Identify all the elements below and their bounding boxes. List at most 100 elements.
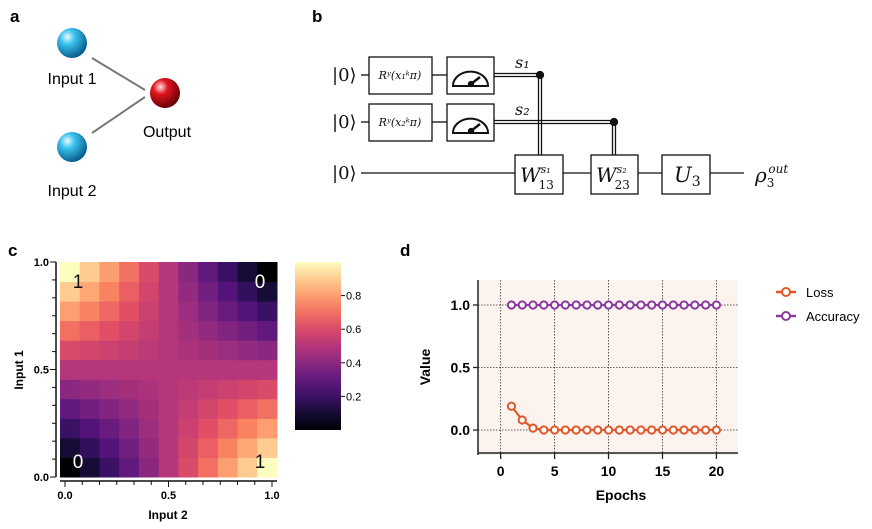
heatmap-cell xyxy=(198,398,219,419)
heatmap-cell xyxy=(178,262,199,283)
colorbar xyxy=(295,262,341,430)
heatmap-cell xyxy=(60,398,81,419)
heatmap-cell xyxy=(217,437,239,458)
data-point-loss xyxy=(593,425,603,435)
heatmap-cell xyxy=(79,320,100,341)
heatmap-cell xyxy=(99,281,120,302)
data-point-loss xyxy=(517,415,527,425)
heatmap-cell xyxy=(178,379,199,400)
heatmap-cell xyxy=(198,379,219,400)
legend-marker-accuracy xyxy=(781,311,791,321)
heatmap-cell xyxy=(99,359,120,380)
heatmap-cell xyxy=(79,359,100,380)
heatmap-cell xyxy=(99,418,120,439)
output-node xyxy=(150,78,180,108)
heatmap-cell xyxy=(79,457,100,478)
heatmap-cell xyxy=(99,398,120,419)
data-point-loss xyxy=(506,401,517,411)
heatmap-cell xyxy=(217,457,239,478)
heatmap-cell xyxy=(257,359,278,380)
heatmap-cell xyxy=(119,359,140,380)
heatmap-y-tick-label: 1.0 xyxy=(34,257,49,269)
heatmap-cell xyxy=(60,320,81,341)
heatmap-axes: 0.0 0.5 1.0 0.0 0.5 1.0 xyxy=(34,257,280,502)
heatmap-cell xyxy=(257,398,278,419)
heatmap-cell xyxy=(60,340,81,361)
data-point-loss xyxy=(668,425,678,435)
heatmap-cell xyxy=(119,281,140,302)
heatmap-cell xyxy=(99,301,120,322)
network-diagram: Input 1 Input 2 Output xyxy=(48,28,192,200)
heatmap-cell xyxy=(79,340,100,361)
data-point-accuracy xyxy=(539,300,549,310)
input1-label: Input 1 xyxy=(48,71,97,88)
heatmap-cell xyxy=(178,457,199,478)
heatmap-cell xyxy=(79,418,100,439)
heatmap-cell xyxy=(178,281,199,302)
y-tick-label: 0.0 xyxy=(451,422,471,438)
data-point-loss xyxy=(539,425,549,435)
heatmap-cell xyxy=(138,398,160,419)
control-dot-s2 xyxy=(609,117,619,127)
heatmap-cell xyxy=(60,281,81,302)
heatmap-cell xyxy=(60,262,81,283)
heatmap-y-tick-label: 0.0 xyxy=(34,472,49,484)
data-point-loss xyxy=(636,425,646,435)
data-point-accuracy xyxy=(603,300,614,310)
heatmap-cell xyxy=(198,281,219,302)
data-point-loss xyxy=(690,425,700,435)
heatmap-cell xyxy=(217,281,239,302)
heatmap-cell xyxy=(198,262,219,283)
heatmap-cell xyxy=(138,437,160,458)
heatmap-cell xyxy=(237,281,258,302)
heatmap-cell xyxy=(257,457,278,478)
heatmap-cell xyxy=(119,398,140,419)
data-point-accuracy xyxy=(690,300,700,310)
heatmap-cell xyxy=(158,281,179,302)
heatmap-y-tick-label: 0.5 xyxy=(34,365,49,377)
colorbar-tick-label: 0.4 xyxy=(346,358,361,370)
corner-annotation-top-left: 1 xyxy=(73,272,84,293)
x-tick-label: 0 xyxy=(497,463,505,479)
heatmap-cell xyxy=(178,320,199,341)
heatmap-cell xyxy=(99,320,120,341)
heatmap-cell xyxy=(257,281,278,302)
heatmap-cell xyxy=(257,379,278,400)
heatmap-cell xyxy=(138,418,160,439)
legend: Loss Accuracy xyxy=(776,285,860,324)
data-point-loss xyxy=(647,425,657,435)
heatmap-cell xyxy=(60,379,81,400)
ry-gate-2-label: Rʸ(x₂ᵏπ) xyxy=(378,116,422,129)
panel-label-d: d xyxy=(400,241,410,260)
heatmap-x-tick-label: 1.0 xyxy=(264,490,279,502)
heatmap-cell xyxy=(79,262,100,283)
heatmap-cell xyxy=(237,379,258,400)
heatmap-cell xyxy=(60,418,81,439)
heatmap-cell xyxy=(79,301,100,322)
heatmap-x-tick-label: 0.5 xyxy=(161,490,176,502)
heatmap-cell xyxy=(158,418,179,439)
heatmap-cell xyxy=(158,262,179,283)
classical-wire-s2 xyxy=(494,119,617,155)
heatmap-cell xyxy=(257,418,278,439)
data-point-loss xyxy=(528,423,538,433)
heatmap-cell xyxy=(158,379,179,400)
data-point-accuracy xyxy=(506,300,517,310)
data-point-accuracy xyxy=(517,300,527,310)
heatmap-cell xyxy=(60,457,81,478)
heatmap-cell xyxy=(99,379,120,400)
data-point-accuracy xyxy=(711,300,722,310)
meter-icon xyxy=(451,117,490,134)
data-point-accuracy xyxy=(549,300,560,310)
heatmap-cell xyxy=(198,418,219,439)
heatmap-cell xyxy=(198,301,219,322)
heatmap-cell xyxy=(99,340,120,361)
heatmap-cell xyxy=(60,437,81,458)
data-point-loss xyxy=(560,425,570,435)
data-point-loss xyxy=(603,425,614,435)
data-point-loss xyxy=(549,425,560,435)
heatmap-cell xyxy=(158,437,179,458)
heatmap-cell xyxy=(237,418,258,439)
heatmap-cell xyxy=(79,437,100,458)
